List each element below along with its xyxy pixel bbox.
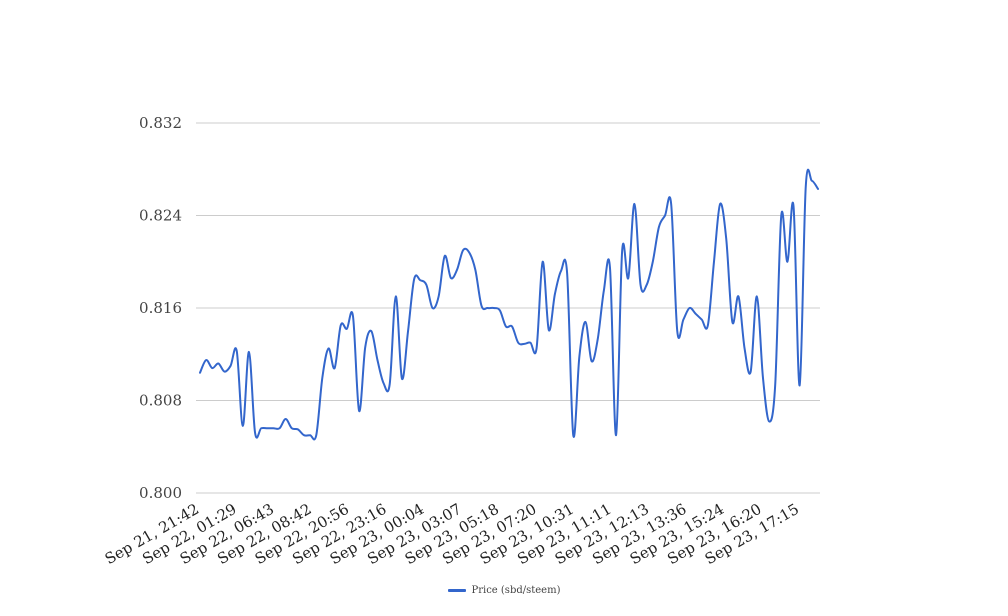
y-tick-label: 0.824 bbox=[139, 207, 182, 225]
series-layer bbox=[199, 168, 819, 441]
y-axis-labels: 0.800 0.808 0.816 0.824 0.832 bbox=[139, 114, 182, 502]
legend-swatch bbox=[447, 588, 466, 592]
legend-label: Price (sbd/steem) bbox=[471, 584, 561, 596]
y-tick-label: 0.832 bbox=[139, 114, 182, 132]
series-line-price bbox=[199, 168, 819, 441]
y-tick-label: 0.816 bbox=[139, 299, 182, 317]
gridlines bbox=[196, 122, 820, 494]
y-tick-label: 0.800 bbox=[139, 484, 182, 502]
legend: Price (sbd/steem) bbox=[0, 580, 1008, 600]
y-tick-label: 0.808 bbox=[139, 392, 182, 410]
